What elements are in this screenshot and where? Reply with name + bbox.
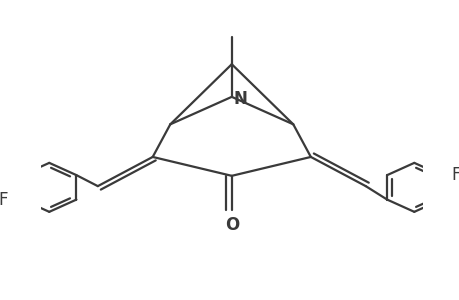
Text: F: F bbox=[0, 190, 8, 208]
Text: N: N bbox=[233, 90, 247, 108]
Text: F: F bbox=[451, 166, 459, 184]
Text: O: O bbox=[224, 216, 238, 234]
